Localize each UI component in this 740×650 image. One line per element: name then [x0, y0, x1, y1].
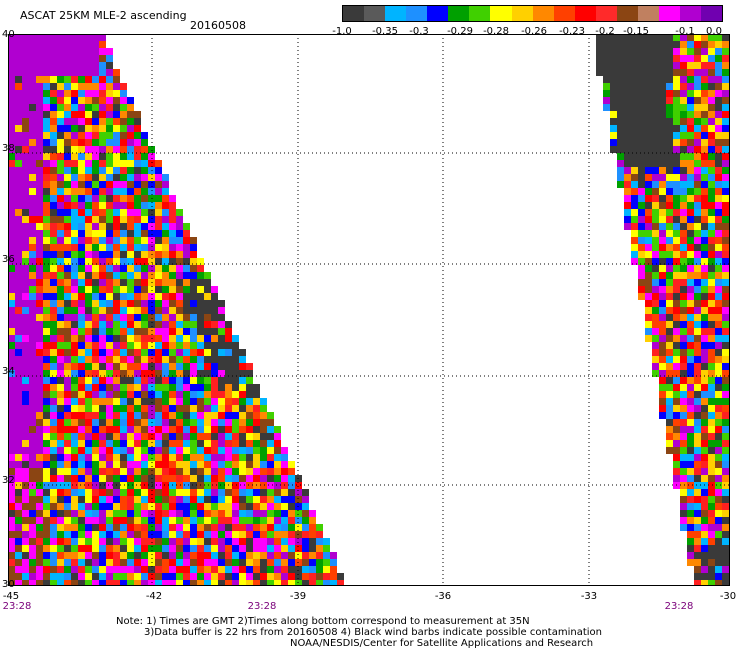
- colorbar-tick-label: -0.1: [675, 26, 695, 37]
- colorbar-segment: [553, 6, 575, 21]
- note-line-2: 3)Data buffer is 22 hrs from 20160508 4)…: [144, 627, 602, 638]
- note-line-1: Note: 1) Times are GMT 2)Times along bot…: [116, 616, 530, 627]
- colorbar-tick-label: -0.29: [447, 26, 473, 37]
- lat-label-30: 30: [2, 579, 15, 590]
- lon-label-42: -42: [145, 591, 163, 602]
- colorbar-segment: [680, 6, 702, 21]
- note-line-3: NOAA/NESDIS/Center for Satellite Applica…: [290, 638, 594, 649]
- colorbar-segment: [658, 6, 680, 21]
- map-canvas: [8, 34, 730, 586]
- colorbar-tick-label: -0.2: [595, 26, 615, 37]
- lon-label-39: -39: [289, 591, 307, 602]
- map-plot: [8, 34, 730, 586]
- lat-label-36: 36: [2, 254, 15, 265]
- colorbar-tick-label: -0.15: [623, 26, 649, 37]
- colorbar-segment: [532, 6, 554, 21]
- colorbar-tick-label: -0.28: [483, 26, 509, 37]
- colorbar-tick-label: -0.35: [372, 26, 398, 37]
- colorbar-tick-label: -0.26: [521, 26, 547, 37]
- colorbar-tick-label: 0.0: [706, 26, 722, 37]
- lon-label-45: -45: [2, 591, 20, 602]
- map-frame: [8, 34, 730, 586]
- lon-label-30: -30: [719, 591, 737, 602]
- colorbar-tick-label: -0.23: [559, 26, 585, 37]
- lat-label-34: 34: [2, 366, 15, 377]
- colorbar-tick-label: -0.3: [409, 26, 429, 37]
- lon-label-33: -33: [580, 591, 598, 602]
- map-date: 20160508: [190, 19, 246, 32]
- swath-cells: [8, 34, 730, 586]
- colorbar-segment: [406, 6, 428, 21]
- colorbar-segment: [511, 6, 533, 21]
- colorbar-segment: [343, 6, 365, 21]
- colorbar-segment: [448, 6, 470, 21]
- colorbar-segment: [616, 6, 638, 21]
- map-title: ASCAT 25KM MLE-2 ascending: [20, 9, 187, 22]
- colorbar-segment: [385, 6, 407, 21]
- time-label-left: 23:28: [2, 601, 32, 612]
- time-label-middle: 23:28: [247, 601, 277, 612]
- colorbar-segment: [595, 6, 617, 21]
- lat-lon-grid: [8, 34, 730, 586]
- colorbar-segment: [469, 6, 491, 21]
- lat-label-40: 40: [2, 29, 15, 40]
- colorbar-segment: [427, 6, 449, 21]
- colorbar-segment: [364, 6, 386, 21]
- colorbar-segment: [701, 6, 723, 21]
- lon-label-36: -36: [434, 591, 452, 602]
- colorbar: [342, 5, 723, 22]
- colorbar-segment: [490, 6, 512, 21]
- time-label-right: 23:28: [664, 601, 694, 612]
- colorbar-tick-label: -1.0: [332, 26, 352, 37]
- lat-label-38: 38: [2, 143, 15, 154]
- colorbar-segment: [637, 6, 659, 21]
- colorbar-segment: [574, 6, 596, 21]
- lat-label-32: 32: [2, 475, 15, 486]
